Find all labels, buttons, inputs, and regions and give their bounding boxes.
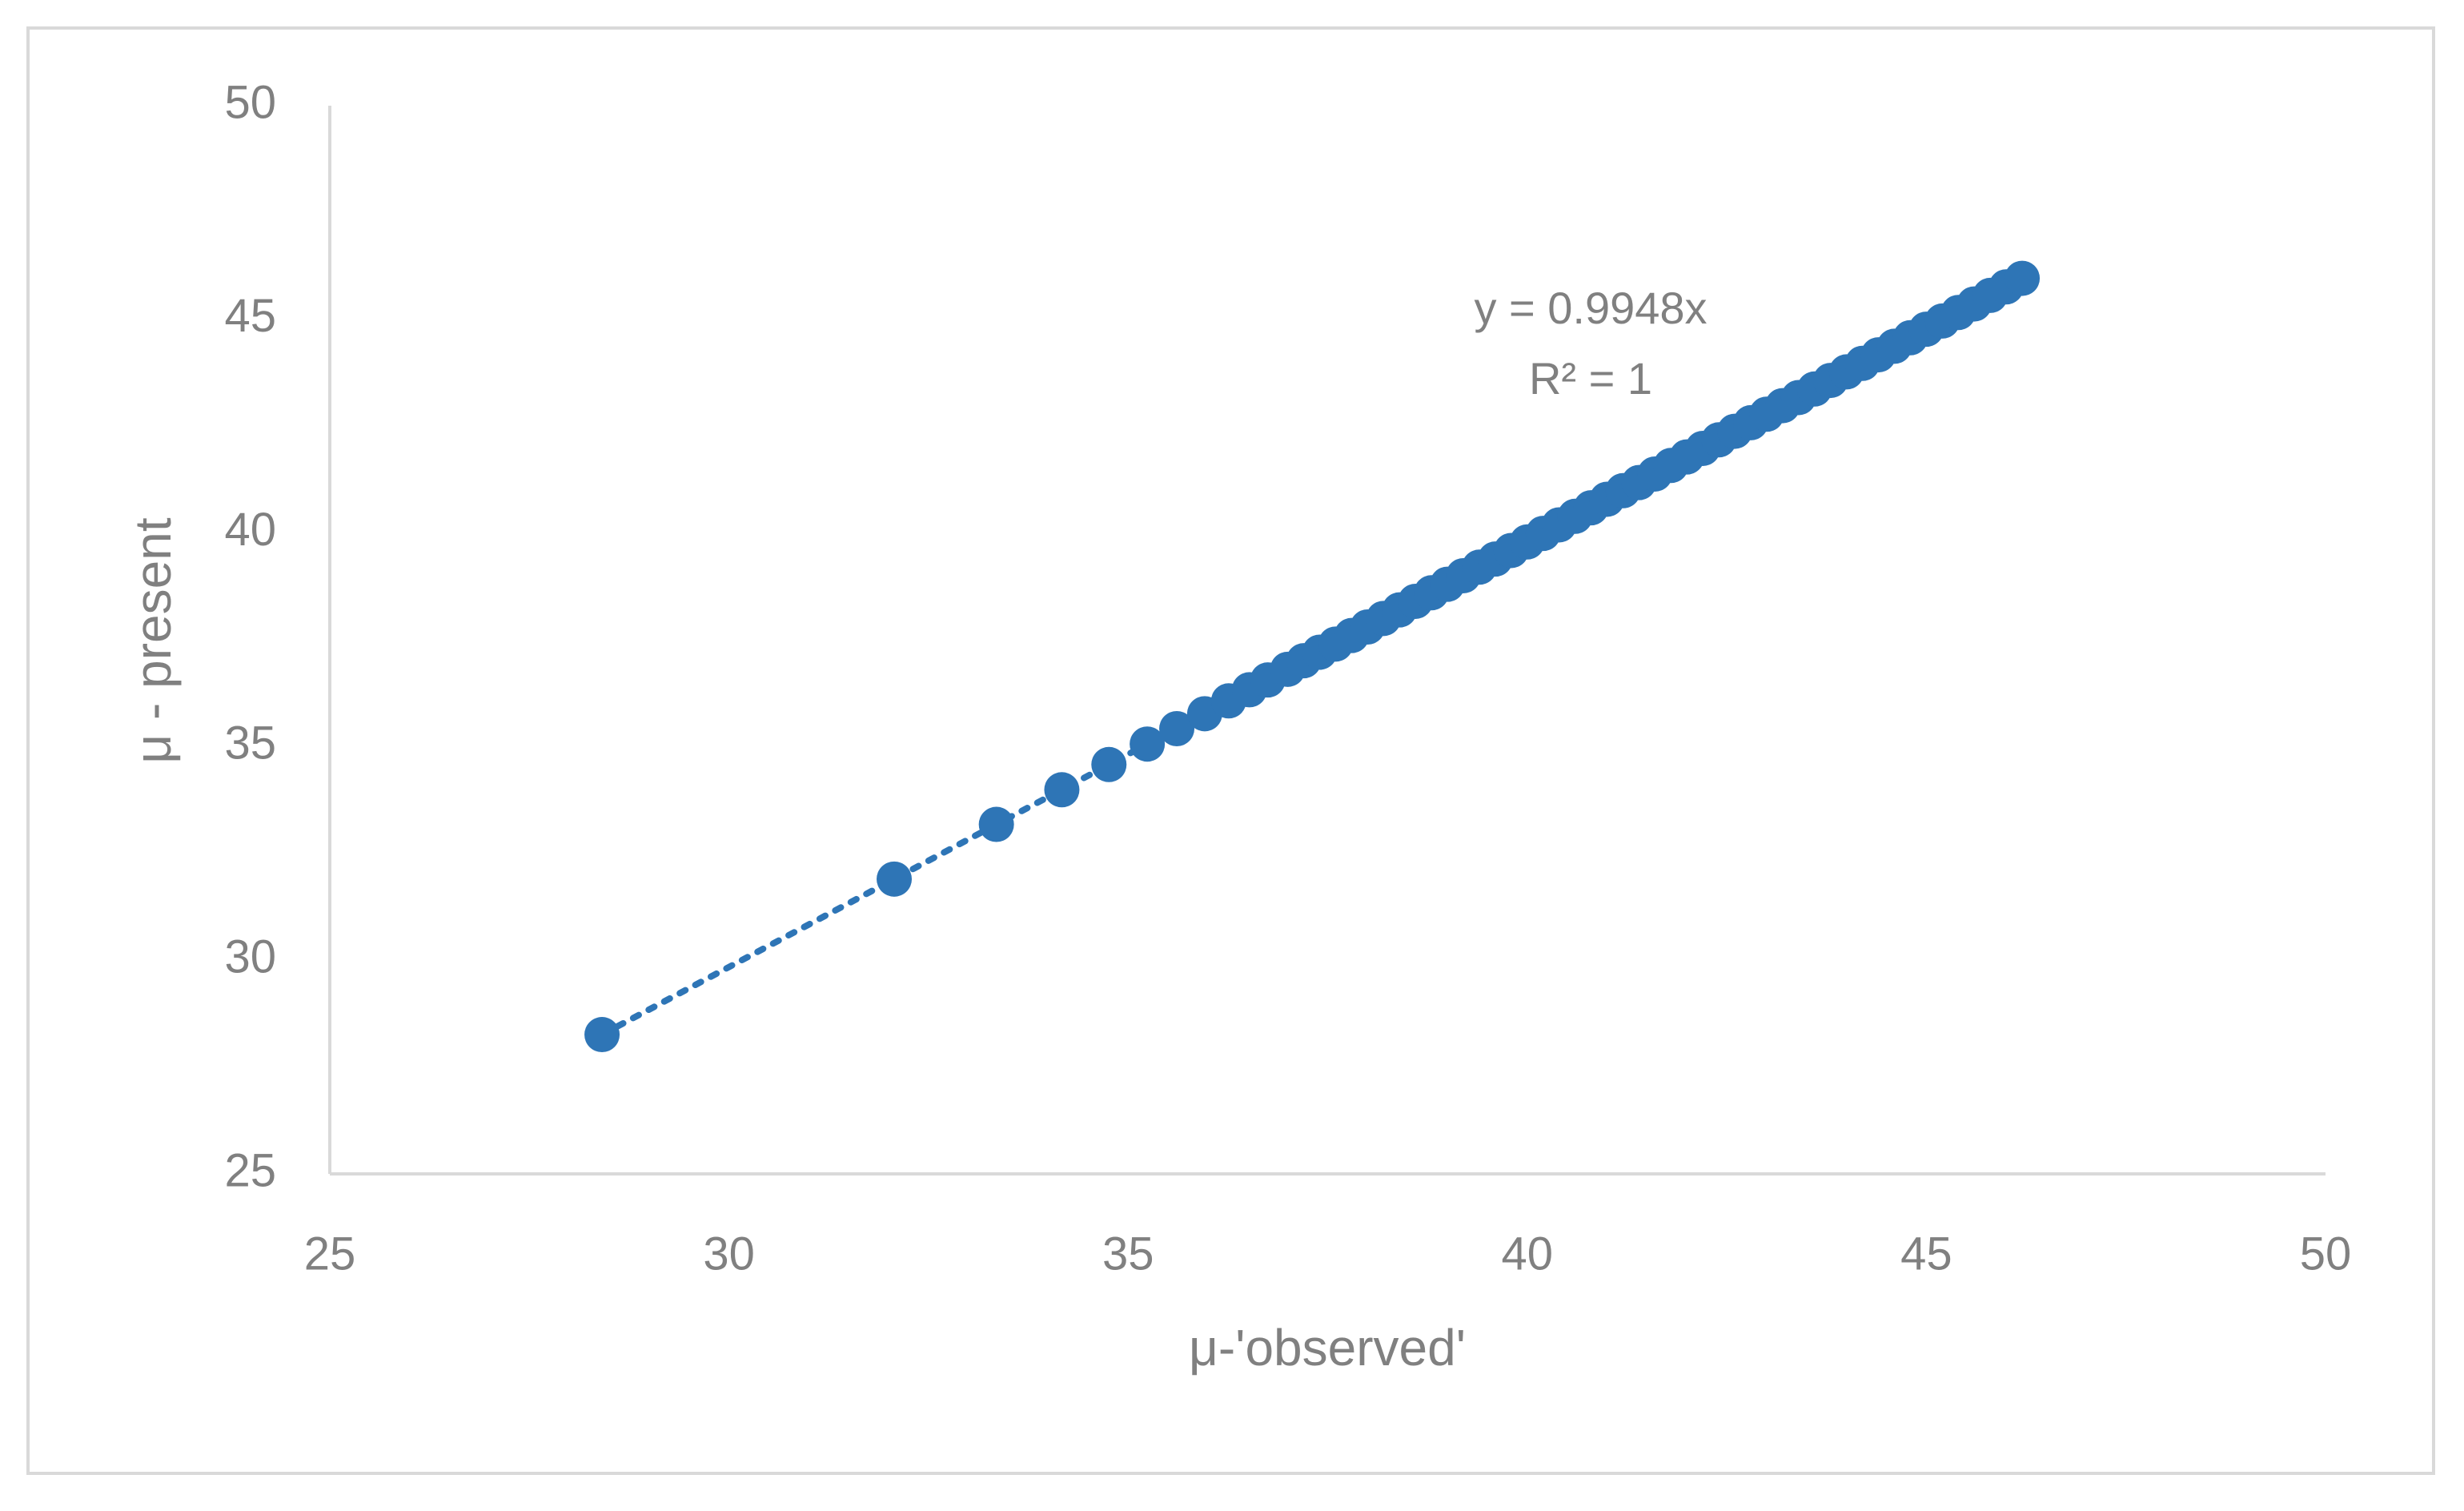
data-point	[2005, 260, 2041, 296]
x-tick-label: 30	[703, 1228, 755, 1280]
x-tick-label: 25	[304, 1228, 356, 1280]
y-tick-label: 35	[224, 717, 276, 770]
data-point	[1159, 710, 1195, 746]
chart-border	[26, 26, 2435, 1475]
y-tick-label: 25	[224, 1144, 276, 1196]
data-point	[584, 1017, 620, 1053]
y-axis-title: μ - present	[124, 517, 182, 763]
trendline-equation: y = 0.9948x	[1474, 283, 1707, 333]
x-tick-label: 45	[1900, 1228, 1952, 1280]
y-tick-label: 30	[224, 931, 276, 983]
data-point	[1044, 772, 1080, 808]
x-tick-label: 35	[1102, 1228, 1154, 1280]
x-axis-title: μ-'observed'	[1189, 1319, 1466, 1376]
data-point	[978, 806, 1014, 842]
y-tick-label: 50	[224, 76, 276, 128]
r-squared: R² = 1	[1529, 353, 1652, 404]
data-point	[877, 861, 913, 897]
x-tick-label: 50	[2300, 1228, 2352, 1280]
data-point	[1091, 746, 1127, 782]
y-tick-label: 45	[224, 290, 276, 342]
data-point	[1130, 726, 1166, 762]
x-tick-label: 40	[1502, 1228, 1554, 1280]
y-tick-label: 40	[224, 504, 276, 556]
